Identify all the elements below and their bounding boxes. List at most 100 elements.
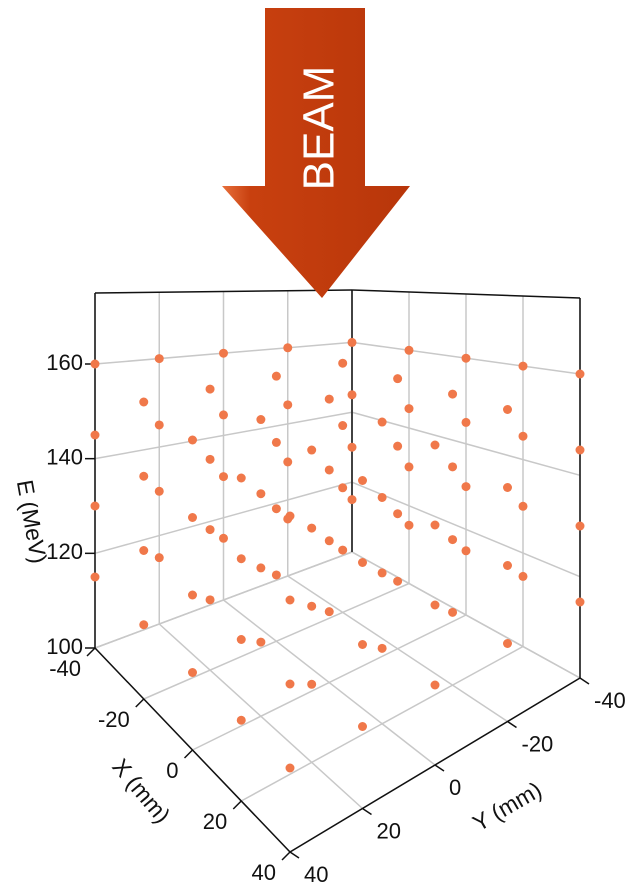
data-point: [90, 572, 100, 582]
data-point: [338, 358, 348, 368]
data-point: [324, 607, 334, 617]
data-point: [154, 420, 164, 430]
data-point: [347, 337, 357, 347]
x-tick-label: -20: [98, 707, 130, 732]
data-point: [219, 472, 228, 482]
data-point: [430, 520, 440, 530]
data-point: [575, 597, 585, 607]
tick: [281, 851, 291, 861]
grid-line: [94, 481, 353, 555]
data-point: [324, 394, 334, 404]
tick: [362, 807, 372, 816]
data-point: [448, 607, 458, 617]
data-point: [219, 348, 228, 358]
data-point: [518, 571, 528, 581]
grid-line: [351, 551, 581, 679]
data-point: [503, 483, 512, 492]
data-point: [404, 462, 414, 472]
data-point: [461, 546, 471, 556]
data-point: [283, 400, 293, 410]
tick: [507, 720, 517, 729]
data-point: [188, 435, 197, 445]
data-point: [285, 595, 295, 605]
data-point: [283, 457, 293, 467]
data-point: [139, 397, 149, 407]
data-point: [430, 440, 440, 450]
beam-arrow: BEAM: [222, 8, 410, 298]
data-point: [338, 421, 348, 431]
data-point: [461, 482, 471, 492]
tick: [183, 749, 194, 759]
data-point: [430, 680, 440, 690]
data-point: [90, 430, 100, 440]
data-point: [377, 492, 387, 502]
data-point: [448, 389, 458, 399]
axis-edge: [94, 289, 353, 294]
data-point: [307, 601, 317, 611]
data-point: [236, 554, 246, 564]
tick: [434, 764, 445, 772]
data-point: [236, 473, 246, 483]
data-point: [347, 442, 357, 452]
arrow-shape: [222, 8, 410, 298]
grid-line: [223, 599, 436, 766]
data-point: [256, 637, 266, 647]
data-point: [256, 415, 266, 425]
data-point: [461, 353, 471, 363]
data-point: [154, 354, 164, 364]
data-point: [154, 486, 164, 496]
data-point: [575, 445, 585, 455]
data-point: [404, 345, 414, 355]
data-point: [139, 620, 149, 630]
data-point: [307, 679, 317, 689]
tick: [232, 800, 242, 810]
data-point: [271, 570, 281, 580]
data-point: [271, 371, 281, 381]
data-point: [236, 635, 246, 644]
x-tick-label: 40: [252, 860, 276, 885]
data-point: [90, 359, 100, 369]
y-tick-label: 0: [449, 775, 461, 800]
data-point: [518, 431, 528, 441]
data-point: [575, 521, 585, 531]
data-point: [404, 520, 414, 530]
z-tick-label: 120: [46, 539, 83, 564]
data-point: [154, 553, 164, 563]
tick: [86, 647, 96, 657]
data-point: [518, 501, 528, 511]
data-point: [219, 410, 228, 420]
x-tick-label: 20: [203, 809, 227, 834]
data-point: [393, 509, 403, 519]
grid-line: [351, 411, 581, 477]
grid-line: [287, 575, 508, 723]
points: [90, 337, 585, 773]
data-point: [285, 679, 295, 689]
axis-edge: [351, 289, 581, 299]
data-point: [430, 600, 440, 610]
grid-line: [94, 411, 353, 460]
data-point: [283, 343, 293, 353]
data-point: [393, 576, 403, 586]
data-point: [90, 501, 100, 511]
data-point: [307, 445, 317, 455]
data-point: [285, 763, 295, 773]
y-tick-label: 20: [377, 818, 401, 843]
data-point: [271, 437, 281, 447]
data-point: [285, 511, 295, 521]
data-point: [188, 590, 197, 600]
grid-line: [351, 481, 581, 578]
data-point: [575, 369, 585, 379]
y-tick-label: -20: [522, 731, 554, 756]
data-point: [205, 454, 215, 464]
x-tick-label: 0: [166, 758, 178, 783]
data-point: [503, 639, 512, 648]
data-point: [377, 643, 387, 653]
tick: [135, 698, 145, 708]
z-tick-label: 100: [46, 634, 83, 659]
data-point: [139, 546, 149, 555]
data-point: [205, 525, 215, 535]
data-point: [377, 417, 387, 427]
z-tick-label: 160: [46, 350, 83, 375]
tick: [289, 851, 300, 859]
